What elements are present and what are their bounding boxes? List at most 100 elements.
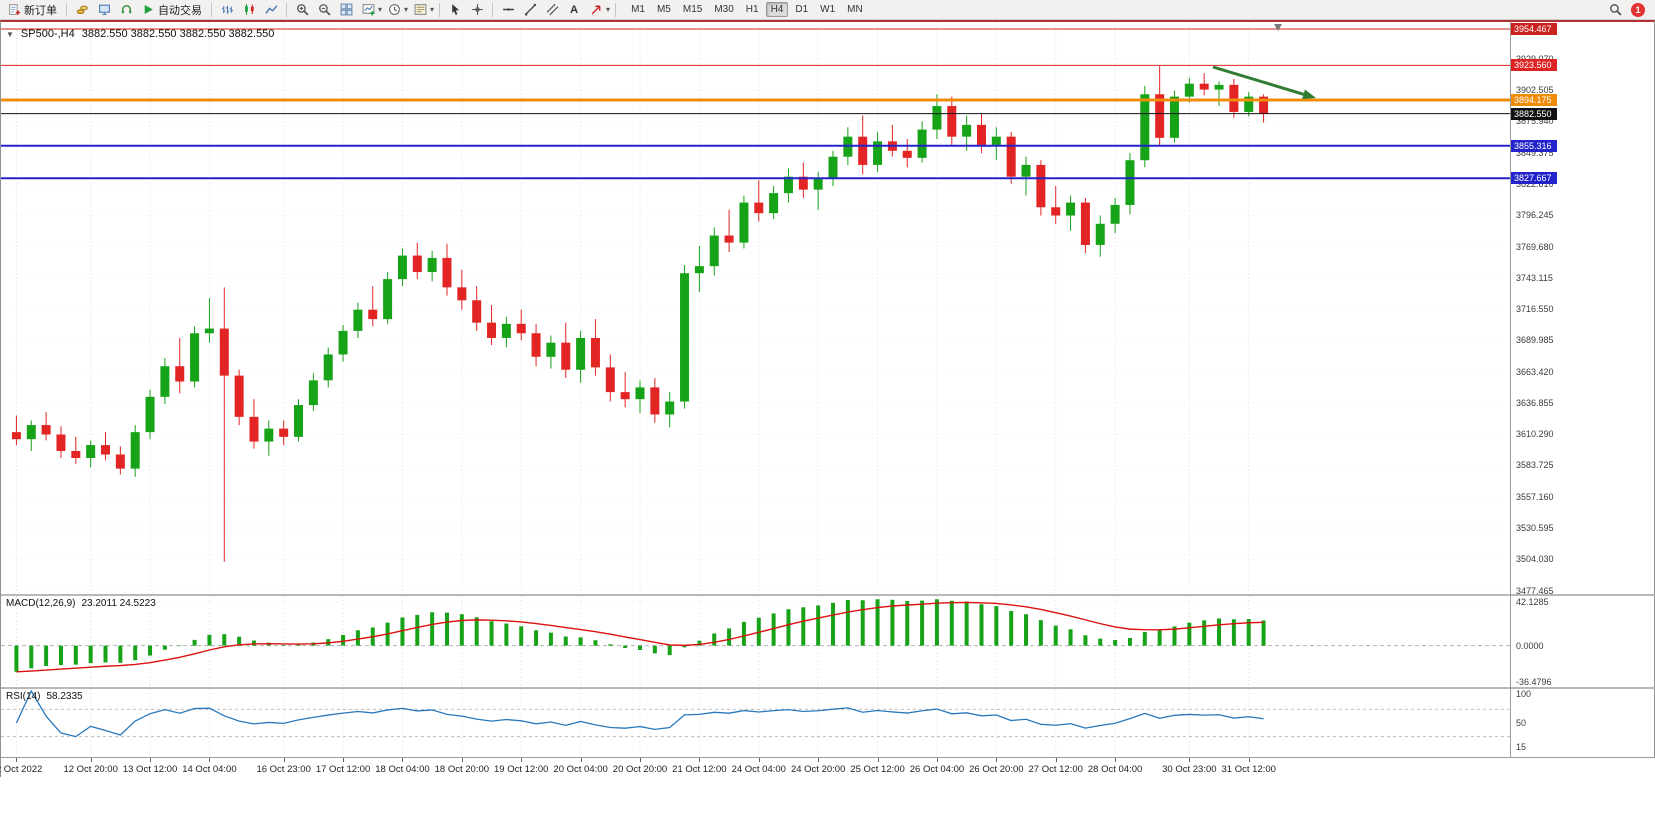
time-axis-tick — [699, 758, 701, 762]
time-axis-label: 28 Oct 04:00 — [1087, 764, 1143, 775]
channel-tool-button[interactable] — [542, 1, 562, 19]
toolbar-separator — [439, 2, 441, 17]
time-axis-label: 25 Oct 12:00 — [850, 764, 905, 775]
new-order-icon — [9, 4, 21, 15]
autotrading-button[interactable]: 自动交易 — [138, 1, 206, 19]
price-tick-label: 3902.505 — [1516, 85, 1554, 96]
text-tool-icon: A — [570, 3, 579, 16]
tile-windows-button[interactable] — [336, 1, 356, 19]
dropdown-caret[interactable]: ▾ — [404, 5, 409, 14]
macd-name: MACD(12,26,9) — [6, 598, 76, 609]
time-axis-tick — [283, 758, 285, 762]
price-tick-label: 3875.940 — [1516, 116, 1554, 127]
rsi-name: RSI(14) — [6, 691, 41, 702]
price-line-badge: 3882.550 — [1511, 107, 1557, 120]
autotrading-label: 自动交易 — [158, 4, 202, 17]
timeframe-button-mn[interactable]: MN — [847, 4, 863, 15]
periods-button[interactable] — [384, 1, 404, 19]
horizontal-line-tool-button[interactable] — [498, 1, 518, 19]
price-tick-label: 3929.070 — [1516, 54, 1554, 64]
rsi-canvas[interactable] — [1, 689, 1510, 757]
rsi-tick-label: 50 — [1516, 718, 1527, 728]
time-axis-tick — [996, 758, 998, 762]
market-watch-button[interactable] — [72, 1, 92, 19]
panel-splitter-rsi[interactable] — [1, 687, 1655, 689]
time-axis-tick — [1115, 758, 1117, 762]
price-tick-label: 3689.985 — [1516, 335, 1554, 346]
zoom-in-button[interactable] — [292, 1, 312, 19]
templates-button[interactable] — [410, 1, 430, 19]
price-tick-label: 3743.115 — [1516, 272, 1553, 283]
new-chart-button[interactable] — [358, 1, 378, 19]
timeframe-button-h1[interactable]: H1 — [745, 4, 759, 15]
timeframe-button-m5[interactable]: M5 — [656, 4, 671, 15]
channel-icon — [546, 3, 558, 16]
time-axis-label: 18 Oct 04:00 — [375, 764, 430, 775]
price-line-badge: 3894.175 — [1511, 93, 1557, 106]
time-axis-label: 18 Oct 20:00 — [434, 764, 490, 775]
time-axis-label: 24 Oct 04:00 — [731, 764, 786, 775]
horizontal-line-icon — [502, 8, 514, 11]
time-axis-label: 17 Oct 12:00 — [315, 764, 371, 775]
data-window-button[interactable] — [94, 1, 114, 19]
trendline-tool-button[interactable] — [520, 1, 540, 19]
time-axis-label: 31 Oct 12:00 — [1221, 764, 1276, 775]
bar-chart-button[interactable] — [217, 1, 237, 19]
community-button[interactable] — [116, 1, 136, 19]
price-chart-canvas[interactable] — [1, 22, 1510, 594]
collapse-arrow-icon[interactable]: ▼ — [6, 29, 14, 39]
time-axis-tick — [209, 758, 211, 762]
toolbar-separator — [211, 2, 212, 17]
time-axis-tick — [758, 758, 760, 762]
line-chart-button[interactable] — [261, 1, 281, 19]
timeframe-button-w1[interactable]: W1 — [820, 4, 836, 15]
price-tick-label: 3504.030 — [1516, 554, 1554, 565]
timeframe-button-d1[interactable]: D1 — [795, 4, 809, 15]
play-icon — [144, 4, 153, 15]
dropdown-caret[interactable]: ▾ — [606, 5, 611, 14]
toolbar-separator — [492, 2, 494, 17]
crosshair-button[interactable] — [467, 1, 487, 19]
chart-symbol-period: SP500-,H4 — [20, 28, 75, 40]
price-tick-label: 3663.420 — [1516, 366, 1554, 377]
cursor-button[interactable] — [445, 1, 465, 19]
notification-badge[interactable]: 1 — [1631, 2, 1645, 17]
price-tick-label: 3583.725 — [1516, 460, 1554, 471]
toolbar: 新订单 自动交易 — [0, 0, 1655, 20]
new-order-button[interactable]: 新订单 — [4, 1, 61, 19]
time-axis-label: 27 Oct 12:00 — [1028, 764, 1083, 775]
panel-splitter-macd[interactable] — [1, 594, 1655, 596]
price-line-badge: 3827.667 — [1511, 172, 1557, 185]
time-axis-label: 24 Oct 20:00 — [790, 764, 846, 775]
timeframe-button-m15[interactable]: M15 — [682, 4, 703, 15]
macd-canvas[interactable] — [1, 596, 1510, 687]
zoom-out-icon — [318, 4, 331, 16]
dropdown-caret[interactable]: ▾ — [430, 5, 435, 14]
text-tool-button[interactable]: A — [564, 1, 584, 19]
timeframe-button-m30[interactable]: M30 — [714, 4, 734, 15]
arrows-tool-button[interactable] — [586, 1, 606, 19]
timeframe-button-m1[interactable]: M1 — [631, 4, 645, 15]
candle-chart-button[interactable] — [239, 1, 259, 19]
time-axis-tick — [877, 758, 879, 762]
time-axis-tick — [1189, 758, 1191, 762]
time-axis-tick — [818, 758, 820, 762]
chart-window: ▼ SP500-,H4 3882.550 3882.550 3882.550 3… — [0, 20, 1655, 779]
time-axis-label: 20 Oct 20:00 — [612, 764, 668, 775]
search-button[interactable] — [1605, 1, 1625, 19]
new-chart-icon — [362, 4, 374, 16]
chart-header: ▼ SP500-,H4 3882.550 3882.550 3882.550 3… — [6, 28, 274, 40]
timeframe-button-h4[interactable]: H4 — [765, 2, 789, 17]
candle-chart-icon — [244, 4, 254, 15]
price-tick-label: 3557.160 — [1516, 491, 1554, 502]
dropdown-caret[interactable]: ▾ — [378, 5, 383, 14]
zoom-out-button[interactable] — [314, 1, 334, 19]
price-axis[interactable]: 3929.0703902.5053875.9403849.3753822.810… — [1510, 22, 1655, 779]
time-axis-label: 12 Oct 2022 — [0, 764, 43, 775]
macd-tick-label: -36.4796 — [1516, 677, 1552, 687]
price-line-badge: 3855.316 — [1511, 139, 1557, 152]
price-tick-label: 3636.855 — [1516, 397, 1554, 408]
time-axis-label: 20 Oct 04:00 — [553, 764, 608, 775]
time-axis-tick — [461, 758, 463, 762]
time-axis[interactable]: 12 Oct 2022 12 Oct 20:00 13 Oct 12:00 14 Oc… — [0, 757, 1655, 779]
